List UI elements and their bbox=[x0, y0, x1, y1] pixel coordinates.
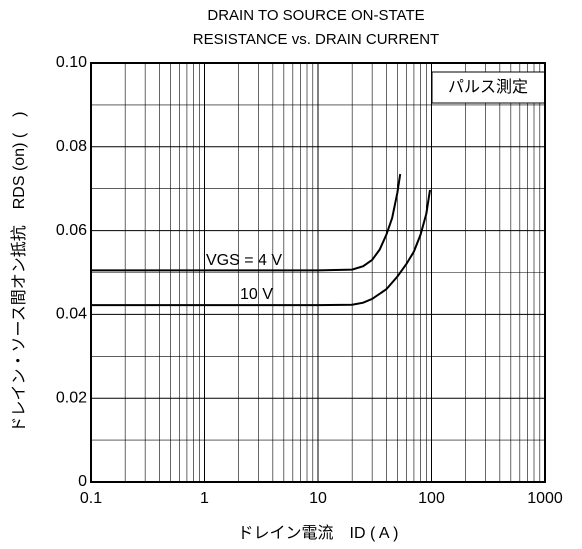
x-tick-label: 1000 bbox=[527, 490, 563, 507]
series-line bbox=[91, 189, 431, 307]
annotation: パルス測定 bbox=[448, 78, 528, 96]
x-tick-label: 0.1 bbox=[80, 490, 102, 507]
series-label: VGS = 4 V bbox=[206, 252, 282, 269]
chart-title: DRAIN TO SOURCE ON-STATE bbox=[207, 7, 424, 24]
x-axis-label: ドレイン電流 ID ( A ) bbox=[238, 524, 399, 542]
y-tick-label: 0.04 bbox=[56, 306, 87, 323]
y-axis-label: ドレイン・ソース間オン抵抗 RDS (on) ( ) bbox=[10, 112, 28, 433]
x-tick-label: 1 bbox=[200, 490, 209, 507]
chart-title: RESISTANCE vs. DRAIN CURRENT bbox=[193, 31, 439, 48]
y-tick-label: 0.02 bbox=[56, 389, 87, 406]
series-label: 10 V bbox=[240, 286, 273, 303]
y-tick-label: 0 bbox=[78, 473, 87, 490]
x-tick-label: 10 bbox=[309, 490, 327, 507]
plot-frame bbox=[90, 62, 546, 483]
y-tick-label: 0.10 bbox=[56, 54, 87, 71]
series-line bbox=[91, 173, 402, 272]
y-tick-label: 0.08 bbox=[56, 138, 87, 155]
y-tick-label: 0.06 bbox=[56, 222, 87, 239]
x-tick-label: 100 bbox=[418, 490, 445, 507]
annotation-box bbox=[431, 71, 546, 104]
